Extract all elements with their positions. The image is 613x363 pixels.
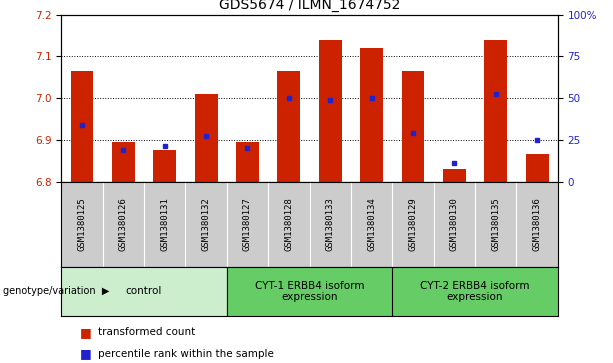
Bar <box>236 142 259 182</box>
Text: GSM1380129: GSM1380129 <box>408 197 417 251</box>
Text: GSM1380132: GSM1380132 <box>202 197 211 251</box>
Text: percentile rank within the sample: percentile rank within the sample <box>98 349 274 359</box>
Bar <box>70 71 93 182</box>
Text: GSM1380134: GSM1380134 <box>367 197 376 251</box>
Text: ■: ■ <box>80 326 91 339</box>
Text: GSM1380126: GSM1380126 <box>119 197 128 251</box>
Text: ■: ■ <box>80 347 91 360</box>
Bar <box>319 40 341 182</box>
Text: GSM1380133: GSM1380133 <box>326 197 335 251</box>
Bar <box>195 94 218 182</box>
Bar <box>278 71 300 182</box>
Bar <box>153 150 176 182</box>
Text: CYT-2 ERBB4 isoform
expression: CYT-2 ERBB4 isoform expression <box>421 281 530 302</box>
Text: GSM1380127: GSM1380127 <box>243 197 252 251</box>
Text: GSM1380135: GSM1380135 <box>491 197 500 251</box>
Bar <box>227 267 392 316</box>
Text: CYT-1 ERBB4 isoform
expression: CYT-1 ERBB4 isoform expression <box>255 281 364 302</box>
Text: genotype/variation  ▶: genotype/variation ▶ <box>3 286 110 297</box>
Bar <box>443 169 466 182</box>
Bar <box>484 40 507 182</box>
Text: GSM1380136: GSM1380136 <box>533 197 542 251</box>
Text: GSM1380130: GSM1380130 <box>450 197 459 251</box>
Bar <box>360 48 383 182</box>
Text: GSM1380125: GSM1380125 <box>77 197 86 251</box>
Title: GDS5674 / ILMN_1674752: GDS5674 / ILMN_1674752 <box>219 0 400 12</box>
Bar <box>526 154 549 182</box>
Bar <box>61 267 227 316</box>
Text: GSM1380128: GSM1380128 <box>284 197 294 251</box>
Bar <box>402 71 424 182</box>
Bar <box>112 142 135 182</box>
Text: transformed count: transformed count <box>98 327 196 337</box>
Text: control: control <box>126 286 162 296</box>
Text: GSM1380131: GSM1380131 <box>160 197 169 251</box>
Bar <box>392 267 558 316</box>
